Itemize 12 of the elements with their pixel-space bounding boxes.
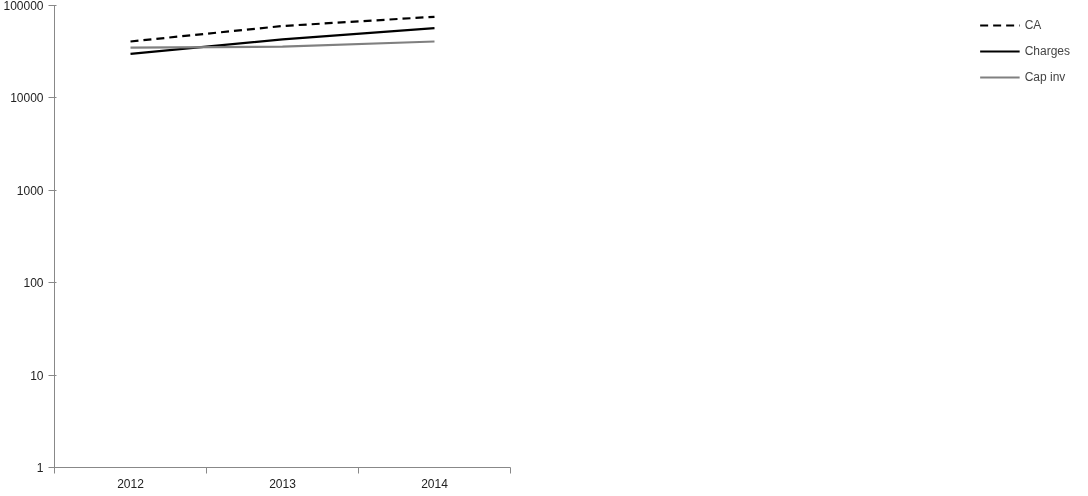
- x-tick-label: 2014: [421, 476, 449, 491]
- legend-label: CA: [1024, 18, 1043, 32]
- y-tick-label: 100: [23, 276, 44, 291]
- y-tick-label: 100000: [3, 0, 44, 13]
- legend-label: Charges: [1024, 44, 1070, 58]
- y-tick-label: 10: [30, 368, 44, 383]
- x-tick-label: 2013: [269, 476, 297, 491]
- x-tick-label: 2012: [117, 476, 145, 491]
- y-tick-label: 1000: [16, 183, 44, 198]
- legend-label: Cap inv: [1024, 70, 1066, 84]
- y-tick-label: 10000: [10, 91, 44, 106]
- y-tick-label: 1: [36, 461, 44, 475]
